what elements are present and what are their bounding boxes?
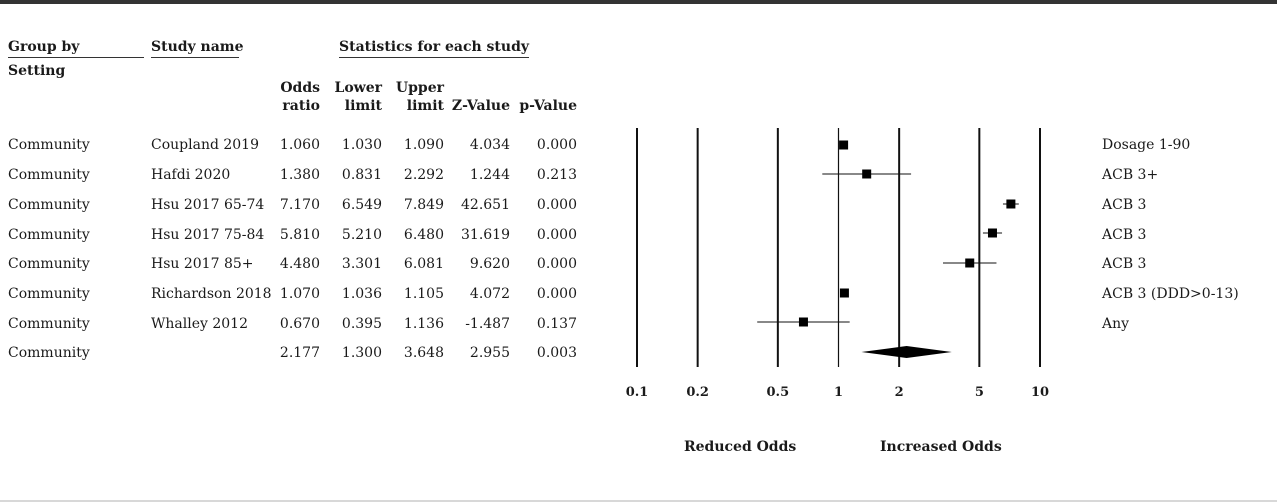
lower-cell: 1.030 <box>341 137 382 153</box>
reduced-odds-label: Reduced Odds <box>684 439 797 455</box>
upper-cell: 7.849 <box>403 197 444 213</box>
z-cell: 2.955 <box>469 345 510 361</box>
tick-label: 0.2 <box>686 385 709 400</box>
tick-label: 2 <box>895 385 904 400</box>
lower-header-2: limit <box>344 98 382 114</box>
group-cell: Community <box>8 256 90 272</box>
upper-cell: 1.105 <box>403 286 444 302</box>
note-cell: ACB 3 <box>1102 256 1147 272</box>
p-cell: 0.137 <box>536 316 577 332</box>
p-value-header: p-Value <box>519 98 577 114</box>
group-cell: Community <box>8 227 90 243</box>
study-cell: Coupland 2019 <box>151 137 260 153</box>
increased-odds-label: Increased Odds <box>880 439 1002 455</box>
p-cell: 0.000 <box>536 286 577 302</box>
odds-cell: 1.060 <box>279 137 320 153</box>
odds-cell: 2.177 <box>279 345 320 361</box>
lower-cell: 6.549 <box>341 197 382 213</box>
upper-cell: 6.480 <box>403 227 444 243</box>
z-cell: -1.487 <box>465 316 510 332</box>
p-cell: 0.213 <box>536 167 577 183</box>
lower-cell: 0.395 <box>341 316 382 332</box>
stats-title-header: Statistics for each study <box>339 39 529 58</box>
study-cell: Hsu 2017 75-84 <box>151 227 265 243</box>
tick-label: 5 <box>975 385 984 400</box>
note-cell: ACB 3 (DDD>0-13) <box>1102 286 1239 302</box>
lower-cell: 3.301 <box>341 256 382 272</box>
z-cell: 9.620 <box>469 256 510 272</box>
group-cell: Community <box>8 197 90 213</box>
odds-cell: 4.480 <box>279 256 320 272</box>
p-cell: 0.000 <box>536 227 577 243</box>
upper-cell: 1.090 <box>403 137 444 153</box>
upper-header-2: limit <box>406 98 444 114</box>
bottom-rule <box>0 500 1277 502</box>
z-cell: 4.072 <box>469 286 510 302</box>
note-cell: ACB 3 <box>1102 227 1147 243</box>
p-cell: 0.000 <box>536 256 577 272</box>
study-marker <box>862 169 872 179</box>
odds-cell: 1.380 <box>279 167 320 183</box>
note-cell: ACB 3 <box>1102 197 1147 213</box>
group-cell: Community <box>8 137 90 153</box>
group-cell: Community <box>8 167 90 183</box>
odds-cell: 0.670 <box>279 316 320 332</box>
study-marker <box>987 228 997 238</box>
upper-cell: 1.136 <box>403 316 444 332</box>
group-cell: Community <box>8 286 90 302</box>
study-cell: Whalley 2012 <box>151 316 248 332</box>
lower-cell: 1.036 <box>341 286 382 302</box>
study-marker <box>839 288 849 298</box>
lower-cell: 5.210 <box>341 227 382 243</box>
z-cell: 4.034 <box>469 137 510 153</box>
tick-label: 0.1 <box>626 385 649 400</box>
setting-header: Setting <box>8 63 66 79</box>
study-marker <box>839 140 849 150</box>
z-cell: 42.651 <box>461 197 510 213</box>
tick-label: 0.5 <box>767 385 790 400</box>
note-cell: Dosage 1-90 <box>1102 137 1191 153</box>
odds-cell: 5.810 <box>279 227 320 243</box>
z-cell: 1.244 <box>469 167 510 183</box>
study-marker <box>965 258 975 268</box>
tick-label: 10 <box>1031 385 1049 400</box>
group-cell: Community <box>8 316 90 332</box>
study-name-header: Study name <box>151 39 244 58</box>
odds-header-1: Odds <box>280 80 320 96</box>
odds-cell: 1.070 <box>279 286 320 302</box>
study-cell: Hsu 2017 85+ <box>151 256 254 272</box>
lower-cell: 0.831 <box>341 167 382 183</box>
p-cell: 0.003 <box>536 345 577 361</box>
pooled-diamond <box>861 346 952 358</box>
note-cell: ACB 3+ <box>1102 167 1159 183</box>
group-by-header: Group by <box>8 39 144 58</box>
note-cell: Any <box>1102 316 1130 332</box>
study-marker <box>1006 199 1016 209</box>
upper-cell: 3.648 <box>403 345 444 361</box>
p-cell: 0.000 <box>536 197 577 213</box>
z-value-header: Z-Value <box>451 98 510 114</box>
top-rule <box>0 0 1277 4</box>
odds-header-2: ratio <box>282 98 320 114</box>
odds-cell: 7.170 <box>279 197 320 213</box>
study-cell: Hsu 2017 65-74 <box>151 197 265 213</box>
study-cell: Hafdi 2020 <box>151 167 231 183</box>
upper-cell: 2.292 <box>403 167 444 183</box>
z-cell: 31.619 <box>461 227 510 243</box>
study-cell: Richardson 2018 <box>151 286 272 302</box>
study-marker <box>798 317 808 327</box>
group-cell: Community <box>8 345 90 361</box>
upper-header-1: Upper <box>395 80 444 96</box>
lower-header-1: Lower <box>334 80 382 96</box>
lower-cell: 1.300 <box>341 345 382 361</box>
p-cell: 0.000 <box>536 137 577 153</box>
upper-cell: 6.081 <box>403 256 444 272</box>
tick-label: 1 <box>834 385 843 400</box>
